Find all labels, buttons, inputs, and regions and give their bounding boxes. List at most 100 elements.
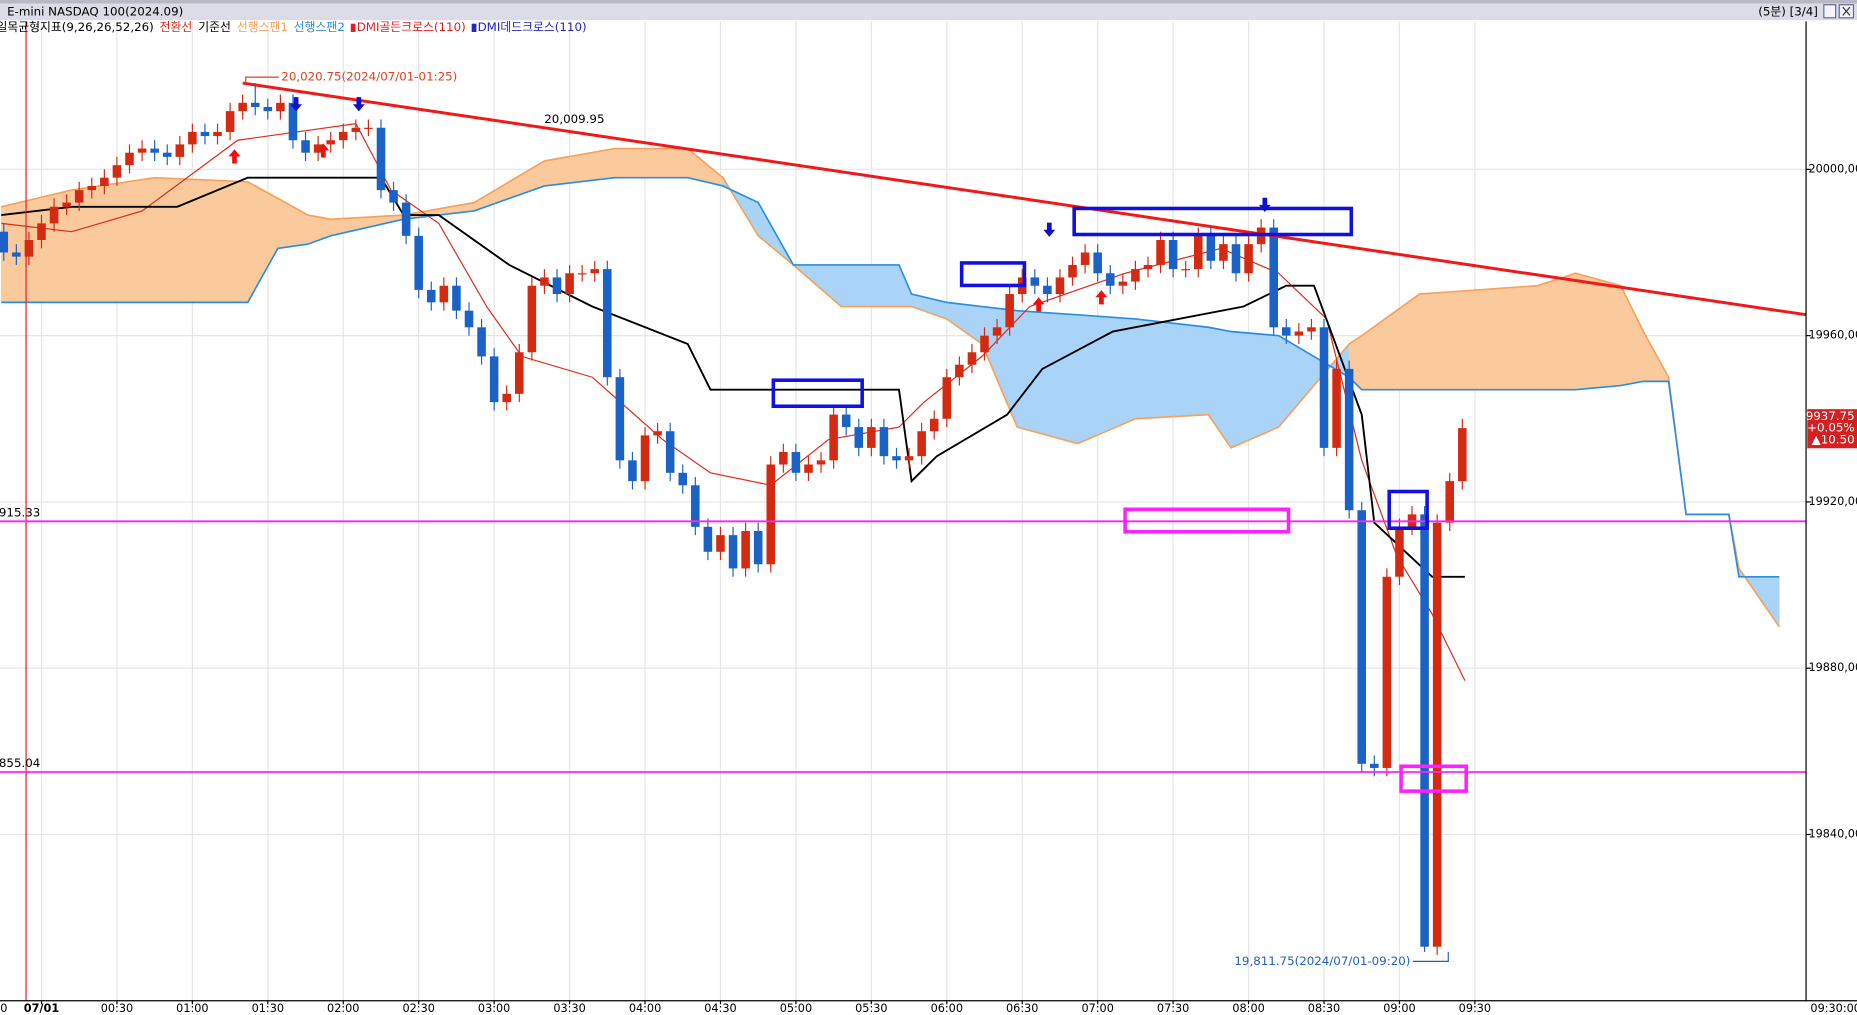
candle-body	[313, 144, 323, 153]
top-strip	[0, 0, 1857, 4]
buy-arrow	[1032, 297, 1045, 312]
candle-body	[452, 285, 461, 311]
restore-button[interactable]	[1823, 4, 1837, 19]
x-tick-label: 08:00	[1232, 1002, 1264, 1015]
cloud-fill	[1135, 318, 1209, 420]
candle-body	[263, 106, 273, 112]
candle-body	[414, 235, 423, 290]
candle-body	[1420, 514, 1429, 947]
y-tick-label: 19840,00	[1808, 827, 1857, 840]
cloud-fill	[1016, 310, 1078, 445]
candle-body	[892, 456, 901, 461]
blue-box	[1072, 206, 1354, 237]
candle-body	[929, 418, 939, 432]
cloud-fill	[1419, 285, 1539, 391]
y-tick-label: 20000,00	[1808, 162, 1857, 175]
candle-body	[1156, 240, 1165, 265]
buy-arrow	[228, 149, 241, 164]
candle-body	[879, 427, 889, 457]
legend-item: 선행스팬2	[294, 20, 345, 34]
x-tick-label: 05:00	[780, 1002, 812, 1015]
x-tick-label: 01:00	[176, 1002, 208, 1015]
legend-swatch	[471, 23, 477, 32]
candle-body	[980, 335, 989, 353]
candle-body	[200, 131, 210, 137]
legend-item: 선행스팬1	[237, 20, 288, 34]
candle-body	[728, 535, 738, 569]
title-bar	[0, 3, 1857, 21]
blue-box	[771, 378, 864, 409]
candle-body	[741, 531, 750, 569]
x-tick-label: 07/01	[24, 1002, 60, 1015]
candle-body	[137, 148, 147, 153]
candle-body	[12, 252, 21, 257]
horizontal-line-label: 19,855.04	[0, 756, 40, 770]
legend-item: DMI데드크로스(110)	[478, 20, 587, 34]
buy-arrow	[1095, 290, 1108, 305]
legend-item: DMI골든크로스(110)	[357, 20, 466, 34]
candle-body	[1231, 244, 1241, 274]
sell-arrow	[352, 97, 365, 112]
candle-body	[1181, 269, 1190, 271]
candle-body	[1193, 235, 1203, 270]
candle-body	[1143, 264, 1153, 270]
candle-body	[1005, 294, 1014, 328]
close-icon	[1842, 6, 1851, 16]
candle-body	[112, 165, 122, 178]
candle-body	[515, 352, 524, 394]
candle-body	[502, 393, 511, 403]
candle-body	[49, 206, 59, 224]
candle-body	[917, 431, 926, 457]
candle-body	[904, 456, 914, 461]
x-tick-label: 06:30	[1006, 1002, 1038, 1015]
indicator-line	[1, 176, 1465, 578]
candle-body	[1344, 368, 1354, 511]
candle-body	[577, 273, 587, 275]
price-tag: 19937.75+0.05%▲10.50	[1798, 409, 1857, 449]
candle-body	[640, 435, 650, 482]
candle-body	[1357, 510, 1366, 764]
candle-body	[1043, 285, 1052, 295]
high-label: 20,020.75(2024/07/01-01:25)	[281, 70, 457, 84]
x-tick-label: 06/30	[0, 1002, 7, 1015]
candle-body	[188, 131, 197, 145]
candle-body	[1432, 522, 1442, 947]
candle-body	[628, 460, 637, 482]
change: ▲10.50	[1812, 432, 1855, 446]
candle-body	[276, 102, 285, 112]
candle-body	[1105, 273, 1115, 286]
candle-body	[301, 140, 310, 153]
candle-body	[841, 414, 851, 428]
period-label: (5분) [3/4]	[1758, 4, 1818, 18]
horizontal-line-label: 19,915.33	[0, 506, 40, 520]
candle-body	[691, 485, 700, 527]
x-tick-label: 01:30	[252, 1002, 284, 1015]
legend-swatch	[350, 23, 356, 32]
x-tick-label: 03:00	[478, 1002, 510, 1015]
candle-body	[665, 431, 675, 473]
x-tick-label: 02:30	[402, 1002, 434, 1015]
candle-body	[238, 102, 247, 112]
trend-line	[242, 81, 1807, 317]
candle-body	[1445, 481, 1455, 523]
x-tick-label: 03:30	[553, 1002, 585, 1015]
candle-body	[590, 269, 600, 274]
low-marker	[1412, 951, 1449, 962]
candle-body	[552, 277, 562, 295]
x-tick-label: 07:30	[1157, 1002, 1189, 1015]
legend-title: 일목균형지표(9,26,26,52,26)	[0, 20, 154, 34]
cloud-fill	[1537, 272, 1576, 391]
sell-arrow	[290, 97, 302, 112]
candle-body	[615, 377, 625, 461]
candle-body	[125, 152, 134, 166]
trend-label: 20,009.95	[544, 112, 604, 126]
candle-body	[703, 526, 713, 552]
candle-body	[804, 464, 813, 473]
magenta-box	[1399, 764, 1468, 793]
x-tick-label: 09:30	[1459, 1002, 1491, 1015]
candle-body	[1370, 763, 1379, 768]
x-tick-label: 08:30	[1308, 1002, 1340, 1015]
annotation-layer: 20,009.95 20,020.75(2024/07/01-01:25) 19,8…	[0, 70, 1807, 968]
candle-body	[288, 102, 298, 141]
candle-body	[338, 131, 348, 141]
